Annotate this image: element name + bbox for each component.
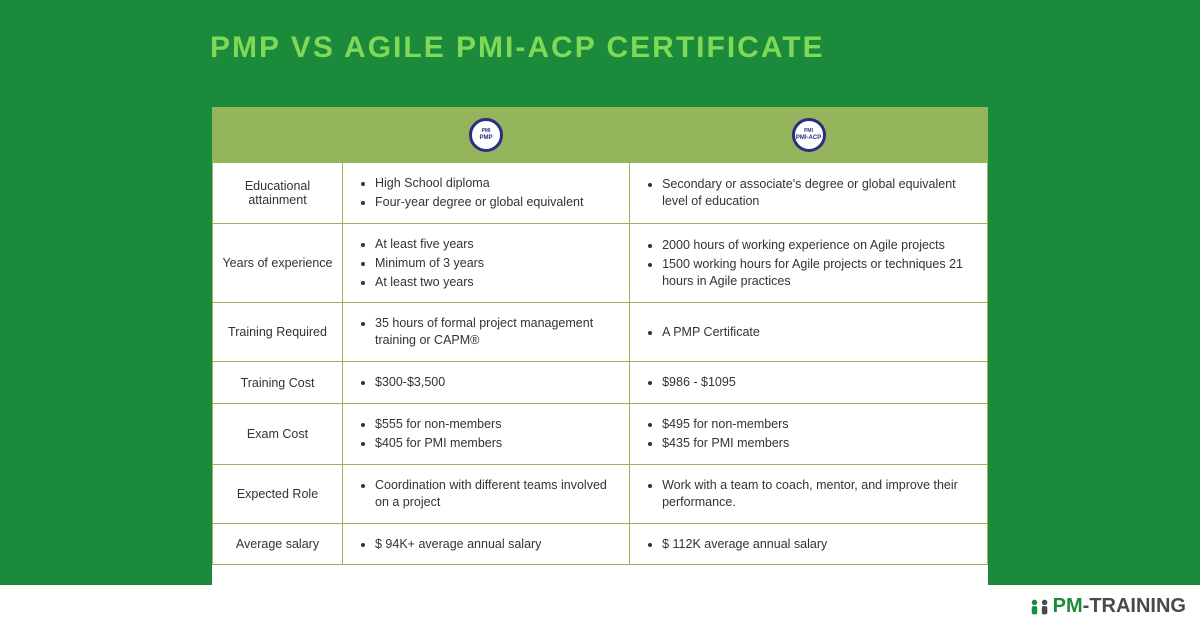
pmp-cell: Coordination with different teams involv… <box>343 464 630 523</box>
header-bar: PMP VS AGILE PMI-ACP CERTIFICATE <box>0 0 1200 95</box>
pmp-badge-icon: PMI PMP <box>469 118 503 152</box>
bullet-list: $300-$3,500 <box>357 374 615 391</box>
bullet-list: $ 112K average annual salary <box>644 536 973 553</box>
main-area: PMI PMP PMI PMI-ACP Educational attainme… <box>0 95 1200 585</box>
bullet-list: A PMP Certificate <box>644 324 973 341</box>
logo-icon <box>1029 596 1051 618</box>
bullet-list: Work with a team to coach, mentor, and i… <box>644 477 973 511</box>
row-label: Training Cost <box>213 362 343 404</box>
list-item: $ 94K+ average annual salary <box>375 536 615 553</box>
footer-strip: PM - TRAINING <box>0 585 1200 628</box>
list-item: At least two years <box>375 274 615 291</box>
header-pmp-cell: PMI PMP <box>343 108 630 163</box>
list-item: Four-year degree or global equivalent <box>375 194 615 211</box>
pmp-cell: $555 for non-members $405 for PMI members <box>343 404 630 465</box>
list-item: 1500 working hours for Agile projects or… <box>662 256 973 290</box>
bullet-list: Secondary or associate's degree or globa… <box>644 176 973 210</box>
acp-cell: A PMP Certificate <box>630 303 988 362</box>
logo-dash: - <box>1083 595 1090 618</box>
logo-pm: PM <box>1053 595 1083 618</box>
acp-cell: $986 - $1095 <box>630 362 988 404</box>
pmp-cell: $300-$3,500 <box>343 362 630 404</box>
list-item: At least five years <box>375 236 615 253</box>
table-row: Exam Cost $555 for non-members $405 for PM… <box>213 404 988 465</box>
list-item: 2000 hours of working experience on Agil… <box>662 237 973 254</box>
header-empty-cell <box>213 108 343 163</box>
table-row: Training Required 35 hours of formal proj… <box>213 303 988 362</box>
list-item: $495 for non-members <box>662 416 973 433</box>
acp-cell: $495 for non-members $435 for PMI members <box>630 404 988 465</box>
pmp-cell: At least five years Minimum of 3 years At … <box>343 223 630 303</box>
row-label: Exam Cost <box>213 404 343 465</box>
header-acp-cell: PMI PMI-ACP <box>630 108 988 163</box>
row-label: Years of experience <box>213 223 343 303</box>
table-row: Training Cost $300-$3,500 $986 - $1095 <box>213 362 988 404</box>
bullet-list: High School diploma Four-year degree or g… <box>357 175 615 211</box>
logo-training: TRAINING <box>1089 595 1186 618</box>
list-item: $435 for PMI members <box>662 435 973 452</box>
bullet-list: $986 - $1095 <box>644 374 973 391</box>
list-item: $555 for non-members <box>375 416 615 433</box>
list-item: 35 hours of formal project management tr… <box>375 315 615 349</box>
comparison-table: PMI PMP PMI PMI-ACP Educational attainme… <box>212 107 988 565</box>
row-label: Training Required <box>213 303 343 362</box>
table-row: Years of experience At least five years Mi… <box>213 223 988 303</box>
acp-cell: 2000 hours of working experience on Agil… <box>630 223 988 303</box>
table-header-row: PMI PMP PMI PMI-ACP <box>213 108 988 163</box>
list-item: High School diploma <box>375 175 615 192</box>
page-title: PMP VS AGILE PMI-ACP CERTIFICATE <box>210 31 825 65</box>
list-item: $405 for PMI members <box>375 435 615 452</box>
list-item: Work with a team to coach, mentor, and i… <box>662 477 973 511</box>
brand-logo: PM - TRAINING <box>1029 595 1186 618</box>
table-body: Educational attainment High School diplom… <box>213 163 988 565</box>
table-row: Educational attainment High School diplom… <box>213 163 988 224</box>
acp-cell: $ 112K average annual salary <box>630 523 988 565</box>
bullet-list: 35 hours of formal project management tr… <box>357 315 615 349</box>
bullet-list: At least five years Minimum of 3 years At … <box>357 236 615 291</box>
list-item: $300-$3,500 <box>375 374 615 391</box>
comparison-table-wrap: PMI PMP PMI PMI-ACP Educational attainme… <box>212 107 988 585</box>
row-label: Expected Role <box>213 464 343 523</box>
bullet-list: Coordination with different teams involv… <box>357 477 615 511</box>
pmp-cell: High School diploma Four-year degree or g… <box>343 163 630 224</box>
list-item: Secondary or associate's degree or globa… <box>662 176 973 210</box>
list-item: Coordination with different teams involv… <box>375 477 615 511</box>
acp-cell: Work with a team to coach, mentor, and i… <box>630 464 988 523</box>
bullet-list: $ 94K+ average annual salary <box>357 536 615 553</box>
pmp-cell: 35 hours of formal project management tr… <box>343 303 630 362</box>
row-label: Educational attainment <box>213 163 343 224</box>
row-label: Average salary <box>213 523 343 565</box>
list-item: $ 112K average annual salary <box>662 536 973 553</box>
table-row: Average salary $ 94K+ average annual sala… <box>213 523 988 565</box>
table-row: Expected Role Coordination with different… <box>213 464 988 523</box>
acp-badge-icon: PMI PMI-ACP <box>792 118 826 152</box>
list-item: $986 - $1095 <box>662 374 973 391</box>
bullet-list: $495 for non-members $435 for PMI members <box>644 416 973 452</box>
pmp-cell: $ 94K+ average annual salary <box>343 523 630 565</box>
bullet-list: 2000 hours of working experience on Agil… <box>644 237 973 290</box>
list-item: A PMP Certificate <box>662 324 973 341</box>
list-item: Minimum of 3 years <box>375 255 615 272</box>
bullet-list: $555 for non-members $405 for PMI members <box>357 416 615 452</box>
acp-cell: Secondary or associate's degree or globa… <box>630 163 988 224</box>
